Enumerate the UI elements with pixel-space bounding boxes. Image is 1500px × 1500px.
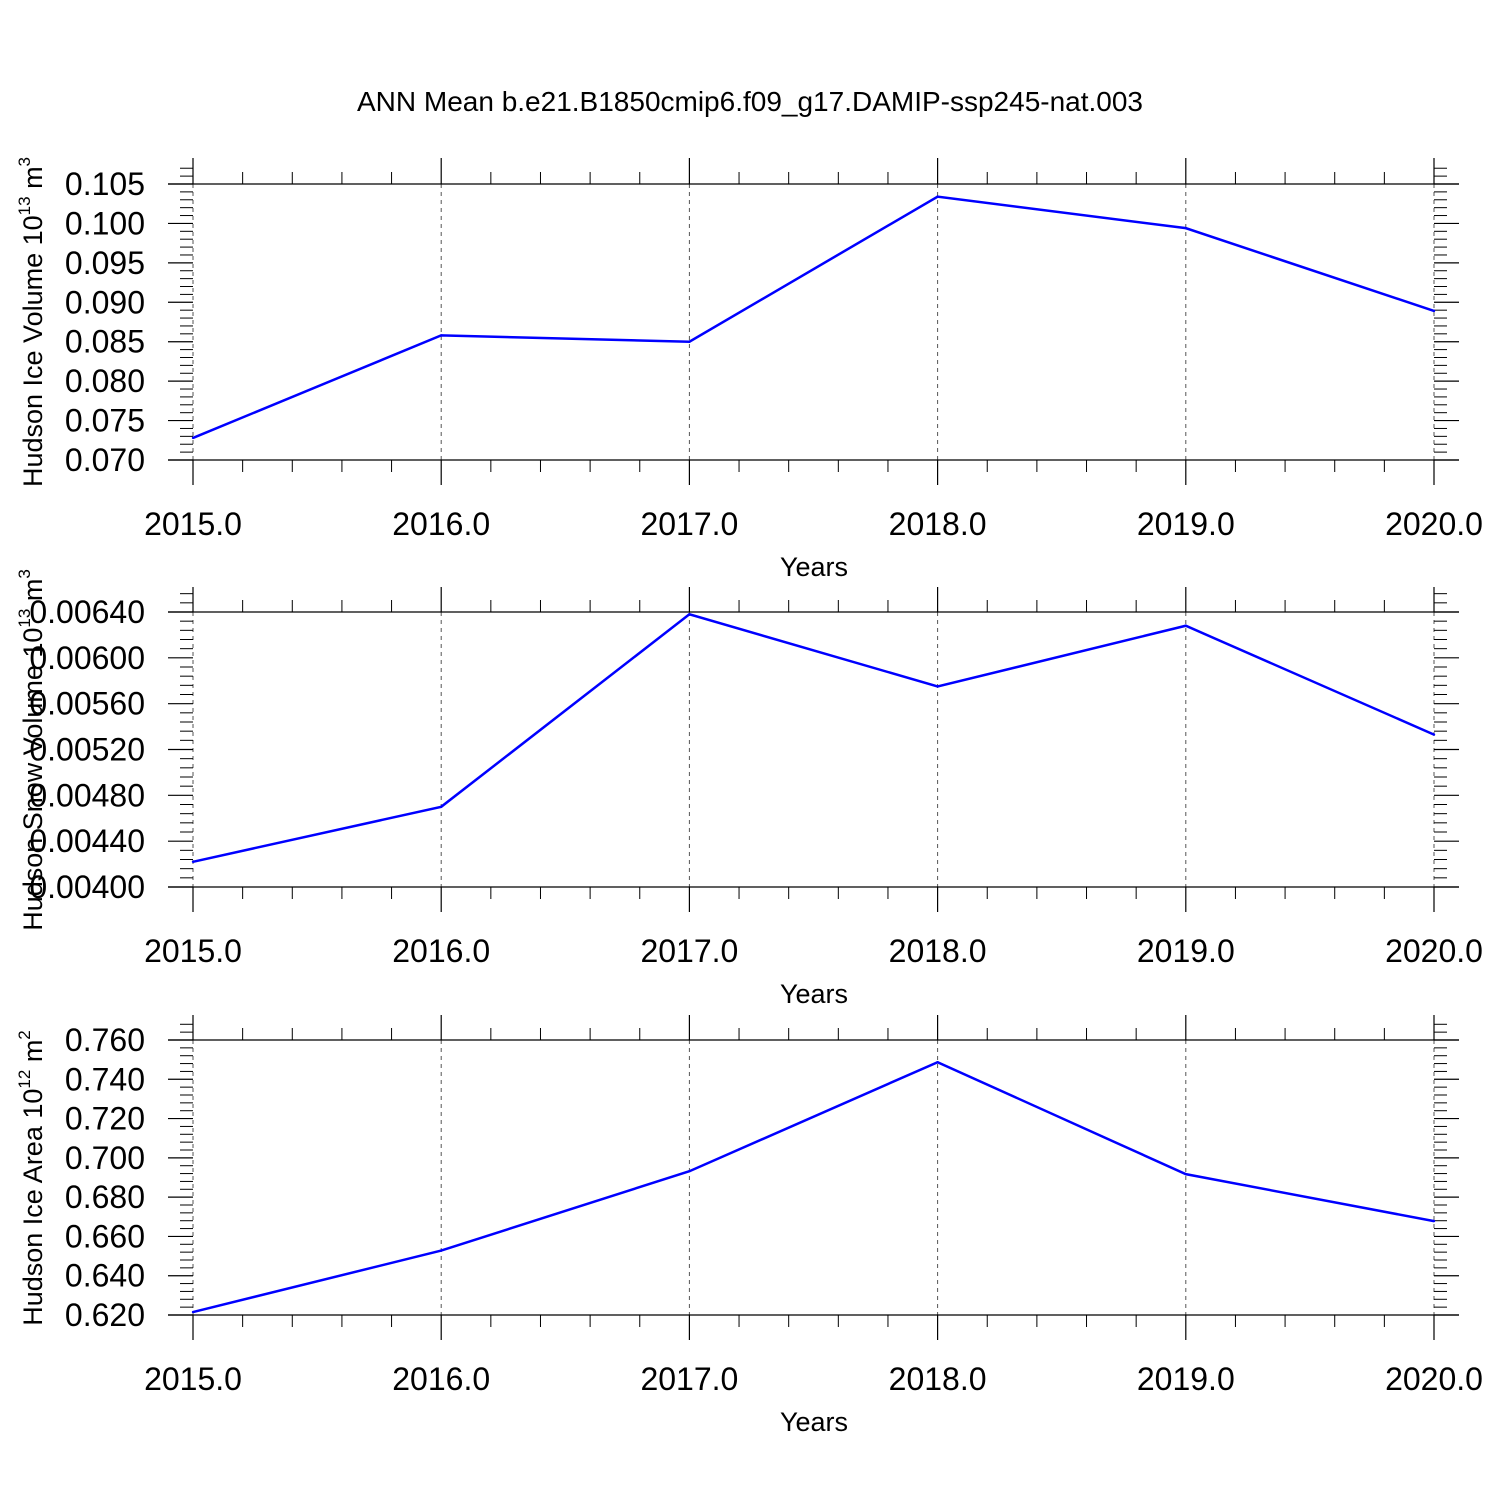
y-tick-label: 0.080 — [65, 363, 145, 399]
data-point — [191, 1310, 195, 1314]
y-axis-title-unit: m — [18, 1040, 48, 1070]
y-axis-title-unit-exponent: 2 — [15, 1030, 34, 1039]
snow-volume-panel: 2015.0 2016.0 2017.0 2018.0 2019.0 2020.0 Year… — [15, 569, 1483, 1009]
series-line — [192, 612, 1435, 864]
x-tick-label: 2015.0 — [144, 933, 242, 969]
y-tick-label: 0.760 — [65, 1022, 145, 1058]
y-tick-label: 0.00600 — [29, 640, 145, 676]
y-tick-label: 0.070 — [65, 442, 145, 478]
y-axis-title-unit-exponent: 3 — [15, 569, 34, 578]
y-axis-title-exponent: 13 — [15, 609, 34, 628]
y-axis-title: Hudson Ice Volume 1013 m3 — [15, 157, 48, 487]
y-tick-label: 0.00440 — [29, 823, 145, 859]
x-tick-label: 2018.0 — [889, 506, 987, 542]
data-point — [936, 1060, 939, 1064]
y-tick-label: 0.00560 — [29, 686, 145, 722]
y-tick-label: 0.105 — [65, 166, 145, 202]
y-tick-label: 0.00480 — [29, 777, 145, 813]
x-tick-label: 2017.0 — [640, 506, 738, 542]
data-point — [1432, 309, 1436, 313]
data-point — [1184, 624, 1188, 627]
data-point — [191, 436, 195, 440]
y-tick-label: 0.640 — [65, 1258, 145, 1294]
x-tick-label: 2016.0 — [392, 933, 490, 969]
y-tick-label: 0.620 — [65, 1297, 145, 1333]
ice-volume-panel: 2015.0 2016.0 2017.0 2018.0 2019.0 2020.0 Year… — [15, 157, 1483, 582]
x-tick-label: 2015.0 — [144, 1361, 242, 1397]
y-axis-title-exponent: 12 — [15, 1070, 34, 1089]
x-tick-label: 2020.0 — [1385, 506, 1483, 542]
y-tick-label: 0.00520 — [29, 732, 145, 768]
data-point — [688, 613, 691, 616]
x-tick-label: 2019.0 — [1137, 933, 1235, 969]
data-point — [440, 1249, 443, 1252]
x-tick-label: 2019.0 — [1137, 506, 1235, 542]
x-axis-title: Years — [780, 979, 848, 1009]
y-tick-label: 0.720 — [65, 1101, 145, 1137]
data-point — [688, 1170, 691, 1173]
y-tick-label: 0.090 — [65, 284, 145, 320]
x-tick-label: 2015.0 — [144, 506, 242, 542]
x-tick-label: 2017.0 — [640, 933, 738, 969]
page-title: ANN Mean b.e21.B1850cmip6.f09_g17.DAMIP-… — [356, 86, 1144, 117]
y-tick-label: 0.100 — [65, 205, 145, 241]
x-tick-label: 2020.0 — [1385, 1361, 1483, 1397]
y-tick-label: 0.660 — [65, 1218, 145, 1254]
ice-area-panel: 2015.0 2016.0 2017.0 2018.0 2019.0 2020.0 Year… — [15, 1015, 1483, 1437]
y-tick-label: 0.740 — [65, 1061, 145, 1097]
y-axis-title-exponent: 13 — [15, 196, 34, 215]
data-point — [936, 685, 939, 688]
y-axis-title-text: Hudson Ice Volume 10 — [18, 215, 48, 487]
y-tick-label: 0.680 — [65, 1179, 145, 1215]
data-point — [936, 195, 939, 198]
data-point — [440, 805, 443, 808]
x-tick-label: 2017.0 — [640, 1361, 738, 1397]
x-tick-label: 2019.0 — [1137, 1361, 1235, 1397]
data-point — [1184, 1172, 1188, 1176]
x-tick-label: 2018.0 — [889, 1361, 987, 1397]
data-point — [1432, 1219, 1436, 1223]
data-point — [688, 340, 691, 343]
x-axis-title: Years — [780, 552, 848, 582]
y-axis-title: Hudson Ice Area 1012 m2 — [15, 1030, 48, 1326]
data-point — [1432, 733, 1436, 736]
data-point — [191, 860, 195, 863]
x-tick-label: 2020.0 — [1385, 933, 1483, 969]
y-tick-label: 0.085 — [65, 324, 145, 360]
x-tick-label: 2018.0 — [889, 933, 987, 969]
y-axis-title-unit: m — [18, 579, 48, 609]
data-point — [440, 334, 443, 337]
y-axis-title: Hudson Snow Volume 1013 m3 — [15, 569, 48, 931]
y-axis-title-unit: m — [18, 166, 48, 196]
x-axis-title: Years — [780, 1407, 848, 1437]
y-tick-label: 0.00400 — [29, 869, 145, 905]
y-tick-label: 0.075 — [65, 403, 145, 439]
x-tick-label: 2016.0 — [392, 506, 490, 542]
y-tick-label: 0.700 — [65, 1140, 145, 1176]
y-tick-label: 0.00640 — [29, 594, 145, 630]
y-tick-label: 0.095 — [65, 245, 145, 281]
x-tick-label: 2016.0 — [392, 1361, 490, 1397]
y-axis-title-text: Hudson Snow Volume 10 — [18, 628, 48, 931]
y-axis-title-unit-exponent: 3 — [15, 157, 34, 166]
series-line — [192, 1060, 1435, 1314]
y-axis-title-text: Hudson Ice Area 10 — [18, 1089, 48, 1326]
series-line — [192, 195, 1435, 440]
data-point — [1184, 226, 1188, 230]
